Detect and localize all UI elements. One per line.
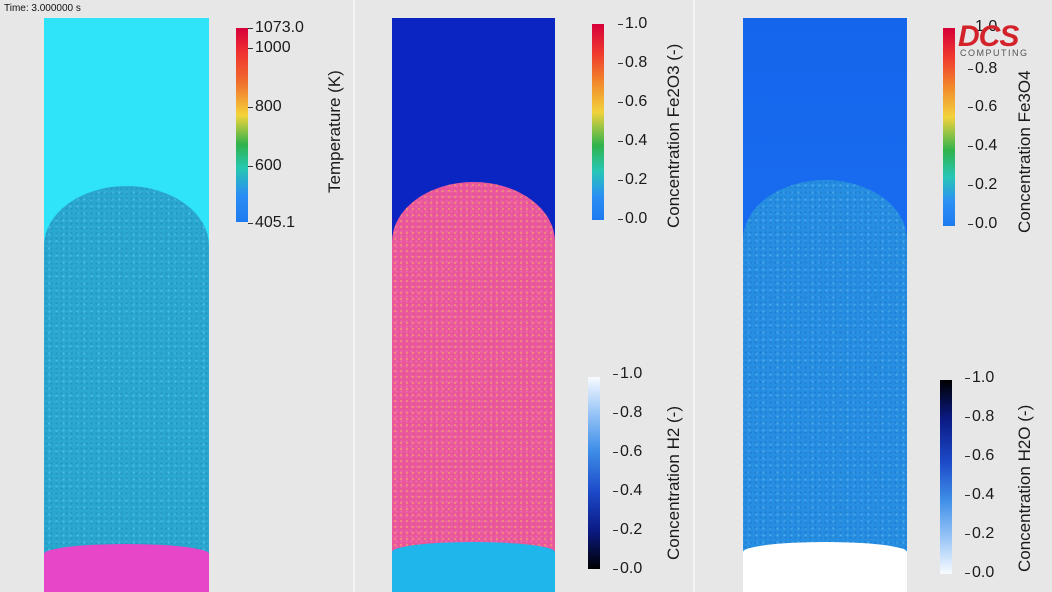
fe3o4-tick-4: 0.2 (967, 176, 998, 193)
fe2o3-tick-0: 1.0 (617, 15, 648, 32)
fe3o4-tick-5: 0.0 (967, 215, 998, 232)
h2-tick-5: 0.0 (612, 560, 643, 577)
h2o-tick-1: 0.8 (964, 408, 995, 425)
fe2o3-colorbar (592, 24, 604, 220)
fe3o4-colorbar-title: Concentration Fe3O4 (1015, 70, 1034, 233)
temperature-colorbar-title: Temperature (K) (325, 70, 344, 193)
temperature-tick-2: 800 (248, 98, 282, 115)
h2o-tick-0: 1.0 (964, 369, 995, 386)
fe3o4-particle-bed (743, 180, 907, 552)
dcs-computing-logo: DCS COMPUTING (958, 20, 1038, 59)
temperature-colorbar (236, 28, 248, 222)
fe3o4-tick-3: 0.4 (967, 137, 998, 154)
logo-sub-text: COMPUTING (960, 48, 1029, 58)
temperature-tick-0: 1073.0 (248, 19, 304, 36)
fe2o3-bottom-region (392, 542, 555, 592)
fe3o4-tick-1: 0.8 (967, 60, 998, 77)
fe3o4-tick-0: 1.0 (967, 18, 998, 35)
h2-tick-1: 0.8 (612, 404, 643, 421)
h2-colorbar (588, 377, 600, 569)
temperature-bottom-region (44, 544, 209, 592)
h2-tick-0: 1.0 (612, 365, 643, 382)
fe3o4-reactor-column (743, 18, 907, 592)
fe2o3-tick-4: 0.2 (617, 171, 648, 188)
fe2o3-reactor-column (392, 18, 555, 592)
fe3o4-h2o-panel: 1.0 0.8 0.6 0.4 0.2 0.0 Concentration Fe… (695, 0, 1052, 592)
temperature-particle-bed (44, 186, 209, 554)
temperature-tick-3: 600 (248, 157, 282, 174)
h2-tick-4: 0.2 (612, 521, 643, 538)
h2-tick-2: 0.6 (612, 443, 643, 460)
h2o-colorbar-title: Concentration H2O (-) (1015, 404, 1034, 572)
fe2o3-tick-5: 0.0 (617, 210, 648, 227)
fe3o4-bottom-region (743, 542, 907, 592)
fe2o3-tick-2: 0.6 (617, 93, 648, 110)
fe2o3-particle-bed (392, 182, 555, 552)
h2o-tick-3: 0.4 (964, 486, 995, 503)
h2-tick-3: 0.4 (612, 482, 643, 499)
fe3o4-tick-2: 0.6 (967, 98, 998, 115)
fe2o3-h2-panel: 1.0 0.8 0.6 0.4 0.2 0.0 Concentration Fe… (355, 0, 693, 592)
temperature-tick-4: 405.1 (247, 214, 296, 231)
h2o-tick-2: 0.6 (964, 447, 995, 464)
h2o-colorbar (940, 380, 952, 574)
h2-colorbar-title: Concentration H2 (-) (664, 405, 683, 560)
fe2o3-tick-3: 0.4 (617, 132, 648, 149)
simulation-time-label: Time: 3.000000 s (4, 3, 81, 14)
h2o-tick-5: 0.0 (964, 564, 995, 581)
temperature-tick-1: 1000 (248, 39, 291, 56)
temperature-panel: 1073.0 1000 800 600 405.1 Temperature (K… (0, 0, 353, 592)
logo-main-text: DCS (958, 20, 1019, 53)
fe2o3-colorbar-title: Concentration Fe2O3 (-) (664, 43, 683, 228)
fe3o4-colorbar (943, 28, 955, 226)
temperature-reactor-column (44, 18, 209, 592)
h2o-tick-4: 0.2 (964, 525, 995, 542)
fe2o3-tick-1: 0.8 (617, 54, 648, 71)
